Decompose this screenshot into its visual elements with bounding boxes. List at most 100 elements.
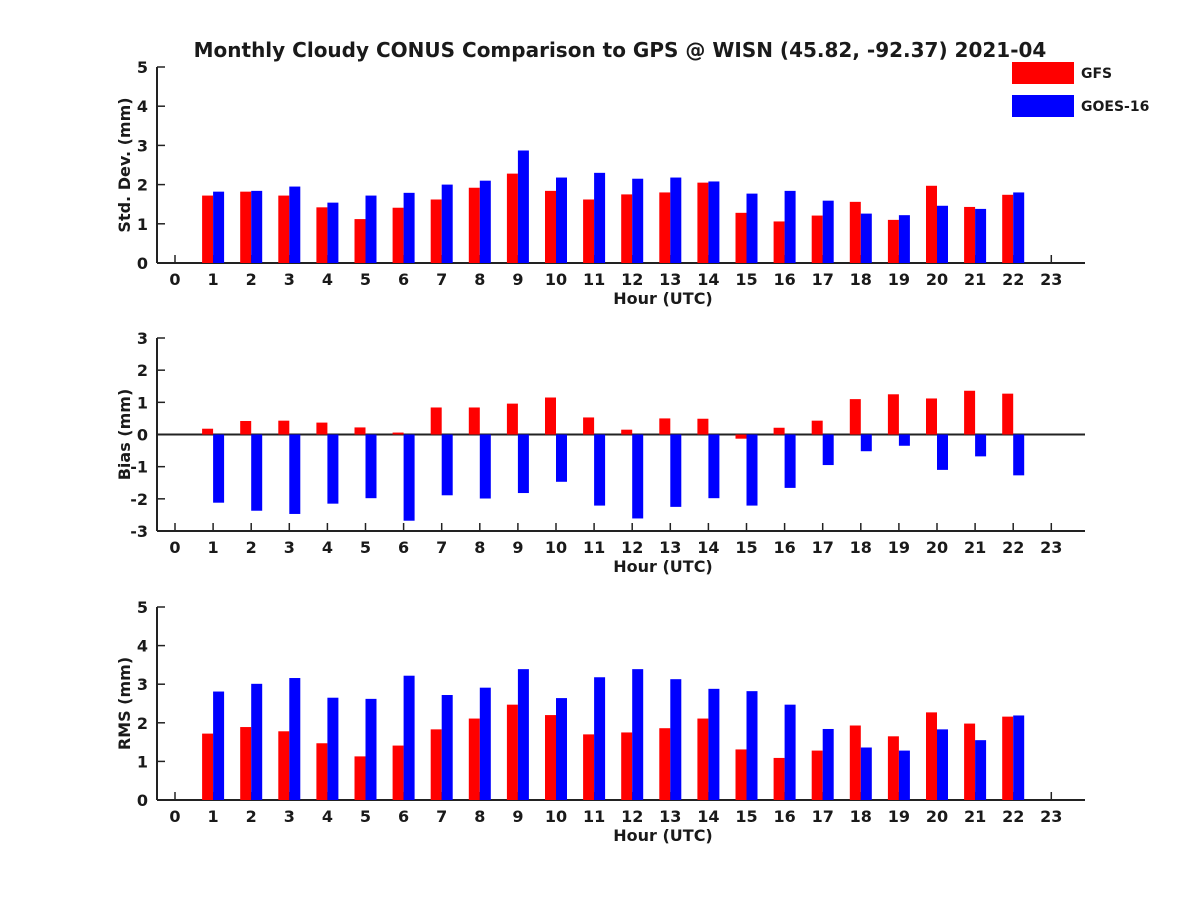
rms-x-axis-label: Hour (UTC) [613, 826, 713, 845]
std-dev-bar-goes16 [937, 205, 948, 263]
bias-x-tick-label: 10 [545, 538, 567, 557]
rms-bar-goes16 [975, 740, 987, 800]
std-dev-bar-goes16 [327, 202, 339, 263]
std-dev-x-tick-label: 0 [169, 270, 180, 289]
rms-bar-goes16 [213, 691, 225, 800]
bias-x-tick-label: 22 [1002, 538, 1024, 557]
std-dev-bar-gfs [926, 185, 937, 263]
rms-bar-goes16 [441, 695, 453, 800]
bias-bar-goes16 [213, 434, 225, 503]
rms-bar-goes16 [937, 729, 948, 800]
std-dev-x-tick-label: 12 [621, 270, 643, 289]
bias-bar-goes16 [251, 434, 263, 511]
bias-bar-gfs [735, 434, 747, 439]
bias-bar-goes16 [403, 434, 415, 521]
bias-x-tick-label: 14 [697, 538, 719, 557]
std-dev-bar-goes16 [708, 181, 720, 263]
bias-bar-goes16 [670, 434, 682, 507]
rms-bar-gfs [926, 712, 937, 800]
rms-x-tick-label: 0 [169, 807, 180, 826]
bias-x-tick-label: 19 [888, 538, 910, 557]
rms-x-tick-label: 16 [773, 807, 795, 826]
bias-x-tick-label: 5 [360, 538, 371, 557]
rms-bar-goes16 [594, 677, 606, 800]
bias-bar-gfs [926, 398, 937, 435]
bias-bar-gfs [316, 422, 328, 435]
std-dev-bar-goes16 [517, 150, 529, 263]
std-dev-bar-goes16 [289, 186, 301, 263]
rms-bar-gfs [583, 734, 595, 800]
std-dev-x-tick-label: 9 [512, 270, 523, 289]
bias-x-tick-label: 4 [322, 538, 333, 557]
std-dev-y-tick-label: 2 [137, 176, 148, 195]
rms-bar-gfs [545, 715, 556, 800]
bias-bar-goes16 [746, 434, 758, 506]
std-dev-bar-goes16 [1013, 192, 1025, 263]
legend-label-gfs: GFS [1081, 66, 1112, 82]
bias-x-tick-label: 1 [208, 538, 219, 557]
rms-x-tick-label: 4 [322, 807, 333, 826]
rms-bar-gfs [773, 757, 785, 800]
rms-bar-goes16 [746, 691, 758, 800]
std-dev-x-tick-label: 19 [888, 270, 910, 289]
std-dev-y-tick-label: 1 [137, 215, 148, 234]
rms-x-tick-label: 23 [1040, 807, 1062, 826]
bias-bar-gfs [621, 429, 633, 435]
rms-x-tick-label: 2 [246, 807, 257, 826]
bias-x-tick-label: 16 [773, 538, 795, 557]
std-dev-bar-goes16 [746, 193, 758, 263]
bias-bar-gfs [240, 420, 252, 435]
std-dev-x-tick-label: 14 [697, 270, 719, 289]
std-dev-x-tick-label: 10 [545, 270, 567, 289]
std-dev-bar-gfs [621, 194, 633, 263]
bias-bar-gfs [278, 420, 290, 435]
std-dev-bar-gfs [278, 195, 290, 263]
bias-bar-gfs [811, 420, 823, 435]
rms-bar-goes16 [327, 697, 339, 800]
std-dev-x-tick-label: 18 [850, 270, 872, 289]
rms-bar-gfs [278, 731, 290, 800]
rms-bar-goes16 [898, 750, 910, 800]
bias-y-tick-label: -1 [130, 458, 148, 477]
bias-bar-gfs [430, 407, 442, 435]
rms-bar-gfs [506, 704, 518, 800]
rms-x-tick-label: 20 [926, 807, 948, 826]
bias-bar-goes16 [556, 434, 567, 482]
std-dev-bar-gfs [697, 182, 709, 263]
bias-x-tick-label: 12 [621, 538, 643, 557]
rms-bar-goes16 [708, 688, 720, 800]
rms-x-tick-label: 10 [545, 807, 567, 826]
rms-x-tick-label: 12 [621, 807, 643, 826]
bias-bar-gfs [1002, 393, 1014, 435]
std-dev-x-tick-label: 13 [659, 270, 681, 289]
std-dev-bar-goes16 [594, 172, 606, 263]
bias-bar-goes16 [289, 434, 301, 514]
std-dev-bar-gfs [849, 201, 861, 263]
bias-bar-gfs [964, 390, 976, 435]
bias-bar-gfs [202, 428, 214, 435]
rms-bar-gfs [697, 718, 709, 800]
rms-bar-goes16 [822, 728, 834, 800]
std-dev-bar-goes16 [975, 208, 987, 263]
rms-x-tick-label: 3 [284, 807, 295, 826]
std-dev-bar-goes16 [365, 195, 377, 263]
bias-x-tick-label: 18 [850, 538, 872, 557]
std-dev-bar-goes16 [213, 191, 225, 263]
rms-bar-gfs [964, 723, 976, 800]
rms-y-tick-label: 5 [137, 598, 148, 617]
rms-x-tick-label: 14 [697, 807, 719, 826]
std-dev-x-tick-label: 21 [964, 270, 986, 289]
rms-x-tick-label: 9 [512, 807, 523, 826]
std-dev-bar-goes16 [251, 190, 263, 263]
bias-bar-goes16 [365, 434, 377, 499]
bias-x-tick-label: 3 [284, 538, 295, 557]
bias-x-tick-label: 13 [659, 538, 681, 557]
rms-bar-gfs [621, 732, 633, 800]
rms-x-tick-label: 7 [436, 807, 447, 826]
std-dev-x-tick-label: 1 [208, 270, 219, 289]
bias-bar-goes16 [975, 434, 987, 457]
rms-bar-gfs [316, 743, 328, 800]
